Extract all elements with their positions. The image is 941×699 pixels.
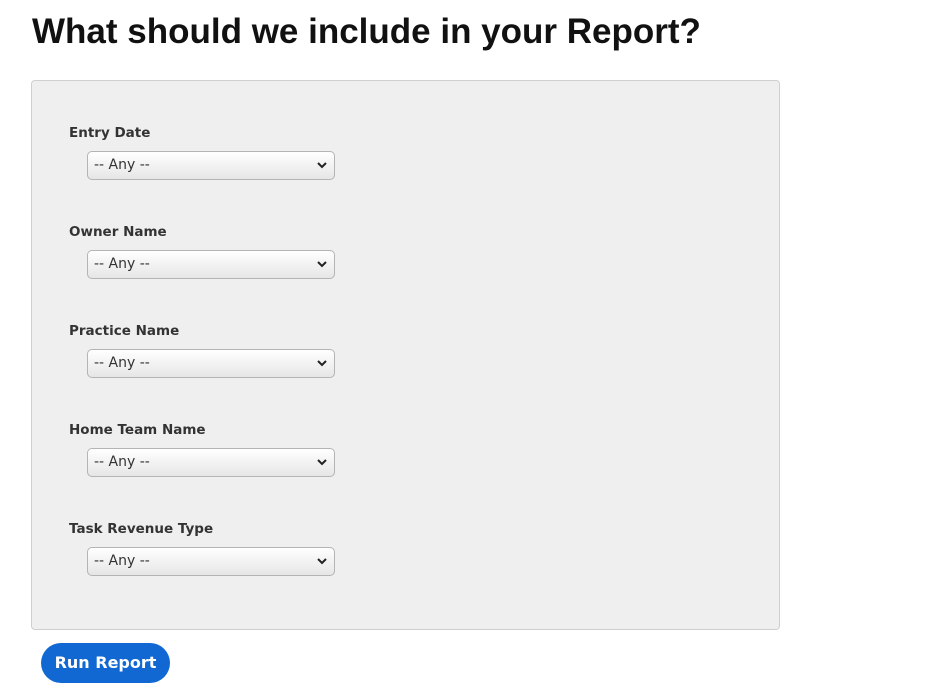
- filter-home-team-name: Home Team Name -- Any --: [69, 420, 779, 477]
- filter-entry-date: Entry Date -- Any --: [69, 123, 779, 180]
- field-label: Home Team Name: [69, 422, 206, 438]
- field-label: Task Revenue Type: [69, 521, 214, 537]
- report-filters-panel: Entry Date -- Any -- Owner Name -- Any -…: [31, 80, 780, 630]
- select-value: -- Any --: [94, 454, 150, 470]
- chevron-down-icon: [317, 459, 327, 466]
- field-label: Owner Name: [69, 224, 167, 240]
- select-value: -- Any --: [94, 256, 150, 272]
- field-label: Practice Name: [69, 323, 180, 339]
- entry-date-select[interactable]: -- Any --: [87, 151, 335, 180]
- chevron-down-icon: [317, 360, 327, 367]
- select-value: -- Any --: [94, 355, 150, 371]
- practice-name-select[interactable]: -- Any --: [87, 349, 335, 378]
- chevron-down-icon: [317, 162, 327, 169]
- chevron-down-icon: [317, 261, 327, 268]
- chevron-down-icon: [317, 558, 327, 565]
- filter-owner-name: Owner Name -- Any --: [69, 222, 779, 279]
- select-value: -- Any --: [94, 157, 150, 173]
- task-revenue-type-select[interactable]: -- Any --: [87, 547, 335, 576]
- filter-practice-name: Practice Name -- Any --: [69, 321, 779, 378]
- page-title: What should we include in your Report?: [32, 12, 701, 51]
- filter-task-revenue-type: Task Revenue Type -- Any --: [69, 519, 779, 576]
- run-report-button[interactable]: Run Report: [41, 643, 170, 683]
- owner-name-select[interactable]: -- Any --: [87, 250, 335, 279]
- home-team-name-select[interactable]: -- Any --: [87, 448, 335, 477]
- field-label: Entry Date: [69, 125, 151, 141]
- select-value: -- Any --: [94, 553, 150, 569]
